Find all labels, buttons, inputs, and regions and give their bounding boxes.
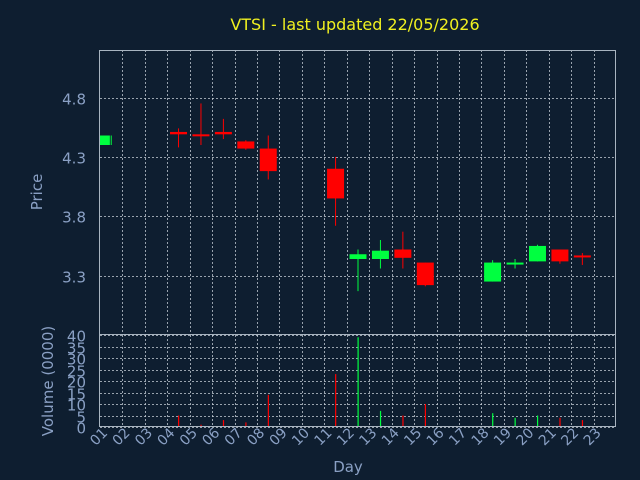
candle-body: [237, 141, 255, 149]
volume-bar: [559, 417, 561, 427]
volume-bar: [357, 337, 359, 427]
volume-tick-label: 5: [76, 409, 86, 427]
volume-tick-label: 20: [67, 374, 86, 392]
volume-bar: [424, 404, 427, 427]
volume-bar: [245, 422, 247, 427]
price-y-tick-labels: 4.8 4.3 3.8 3.3: [62, 91, 86, 287]
volume-tick-label: 15: [67, 386, 86, 404]
candle-body: [484, 262, 502, 282]
price-tick-label: 3.3: [62, 269, 86, 287]
volume-tick-label: 25: [67, 363, 86, 381]
volume-tick-label: 35: [67, 340, 86, 358]
x-axis-title: Day: [333, 458, 363, 476]
candle-body: [371, 250, 389, 259]
candle-body: [416, 262, 434, 286]
volume-bar: [379, 410, 382, 427]
candle-body: [528, 245, 546, 262]
volume-bar: [267, 394, 269, 427]
candle-body: [259, 148, 277, 172]
volume-tick-label: 0: [76, 420, 86, 438]
candle-body: [100, 135, 110, 145]
candle-body: [327, 168, 345, 199]
volume-panel-frame: [99, 334, 616, 427]
candle-body: [214, 131, 232, 135]
price-tick-label: 4.8: [62, 91, 86, 109]
chart-title: VTSI - last updated 22/05/2026: [230, 15, 479, 34]
candle-body: [192, 134, 210, 137]
volume-bar: [514, 417, 516, 427]
volume-tick-label: 40: [67, 328, 86, 346]
volume-bars: [178, 337, 584, 427]
price-axis-title: Price: [28, 174, 46, 211]
volume-bar: [402, 415, 404, 427]
price-tick-label: 4.3: [62, 150, 86, 168]
price-gridlines: [100, 50, 616, 335]
volume-tick-label: 10: [67, 397, 86, 415]
candle-body: [506, 262, 524, 265]
volume-bar: [178, 415, 180, 427]
candle-body: [573, 255, 591, 258]
volume-bar: [536, 415, 539, 427]
candle-body: [394, 249, 412, 258]
volume-tick-label: 30: [67, 351, 86, 369]
volume-bar: [200, 424, 202, 427]
volume-bar: [335, 374, 337, 427]
candle-body: [170, 131, 188, 135]
x-tick-labels: 0102030405060708091011121314151617181920…: [87, 425, 604, 449]
volume-bar: [581, 420, 584, 427]
volume-bar: [222, 420, 225, 427]
volume-bar: [492, 413, 494, 427]
candle-body: [349, 254, 367, 259]
price-tick-label: 3.8: [62, 209, 86, 227]
candle-body: [551, 249, 569, 262]
price-candles: [100, 103, 591, 292]
volume-axis-title: Volume (0000): [39, 326, 57, 436]
